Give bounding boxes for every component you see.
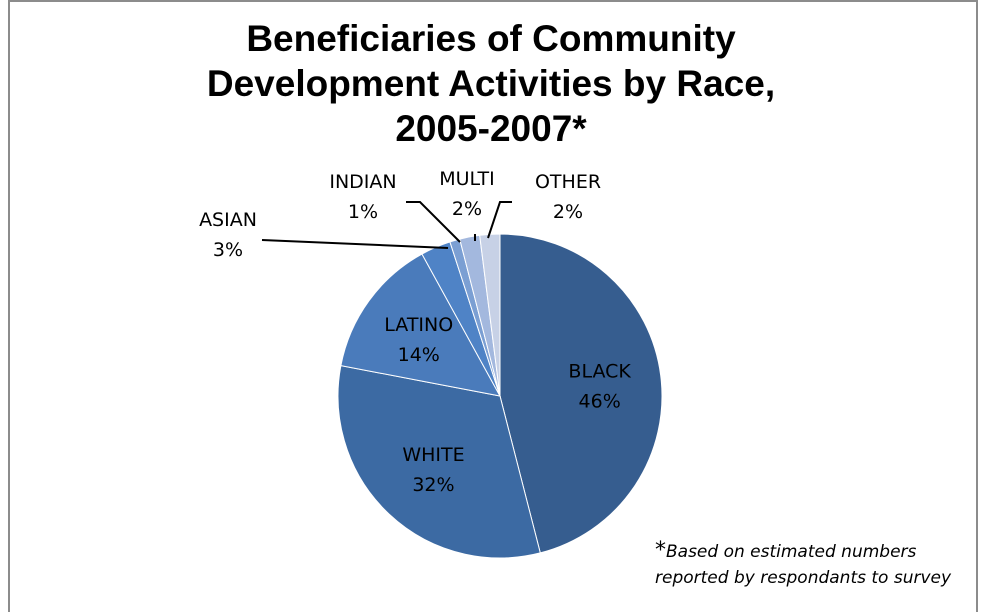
footnote-text: Based on estimated numbers reported by r… [655, 542, 952, 588]
chart-title-line-2: Development Activities by Race, [206, 63, 776, 104]
slice-label-asian: ASIAN [199, 209, 257, 231]
pie-slice-latino [340, 253, 501, 397]
slice-label-latino: LATINO [384, 314, 453, 336]
leader-line-other [487, 201, 512, 239]
slice-label-multi: MULTI [439, 168, 494, 190]
slice-label-white: WHITE [402, 444, 464, 466]
slice-value-latino: 14% [398, 344, 440, 366]
footnote-asterisk: * [655, 538, 666, 563]
slice-label-black: BLACK [568, 360, 631, 382]
chart-title-line-1: Beneficiaries of Community [246, 18, 736, 59]
chart-title-line-3: 2005-2007* [395, 108, 587, 149]
pie-slice-black [499, 233, 663, 554]
leader-line-indian [406, 201, 461, 243]
pie-slice-white [337, 365, 541, 559]
slice-value-white: 32% [412, 474, 454, 496]
chart-title: Beneficiaries of Community Development A… [0, 16, 982, 151]
slice-value-multi: 2% [452, 198, 482, 220]
slice-value-indian: 1% [348, 201, 378, 223]
slice-value-asian: 3% [213, 239, 243, 261]
slice-value-black: 46% [579, 390, 621, 412]
leader-line-asian [261, 239, 449, 249]
slice-value-other: 2% [553, 201, 583, 223]
slice-label-indian: INDIAN [329, 171, 396, 193]
slice-label-other: OTHER [535, 171, 601, 193]
footnote: *Based on estimated numbers reported by … [655, 538, 975, 591]
